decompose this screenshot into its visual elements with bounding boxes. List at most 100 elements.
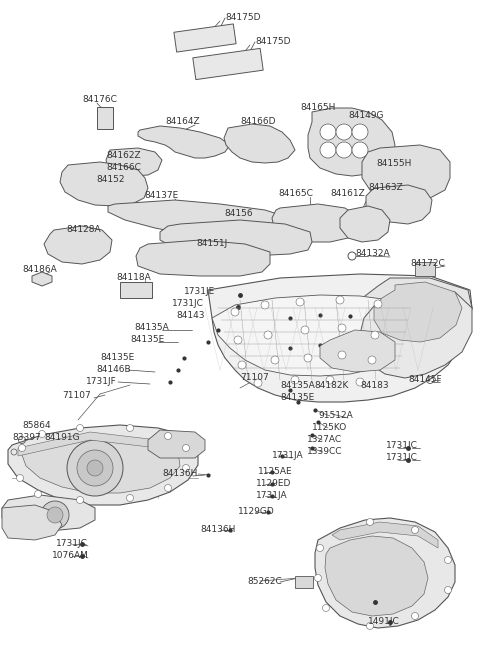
Text: 1731JE: 1731JE: [184, 288, 215, 297]
Circle shape: [356, 378, 364, 386]
Text: 1125AE: 1125AE: [258, 466, 293, 476]
Text: 1731JC: 1731JC: [386, 453, 418, 462]
Polygon shape: [8, 425, 198, 505]
Circle shape: [127, 495, 133, 502]
FancyBboxPatch shape: [193, 48, 263, 80]
Text: 84175D: 84175D: [225, 14, 261, 22]
Polygon shape: [106, 148, 162, 176]
Circle shape: [47, 507, 63, 523]
Text: 84164Z: 84164Z: [165, 117, 200, 126]
Circle shape: [41, 501, 69, 529]
Circle shape: [314, 574, 322, 582]
Text: 84166C: 84166C: [106, 162, 141, 172]
Circle shape: [87, 460, 103, 476]
Text: 84135A: 84135A: [134, 324, 169, 333]
Text: 1731JF: 1731JF: [86, 377, 117, 386]
Circle shape: [367, 519, 373, 525]
Text: 84136H: 84136H: [162, 468, 197, 477]
Text: 71107: 71107: [240, 373, 269, 381]
Circle shape: [165, 485, 171, 491]
Circle shape: [271, 356, 279, 364]
Text: 1076AM: 1076AM: [52, 550, 89, 559]
Circle shape: [35, 491, 41, 498]
Polygon shape: [32, 272, 52, 286]
Polygon shape: [208, 274, 472, 402]
Polygon shape: [2, 495, 95, 532]
Circle shape: [411, 612, 419, 620]
Text: 84146B: 84146B: [96, 364, 131, 373]
Circle shape: [352, 124, 368, 140]
Circle shape: [76, 424, 84, 432]
Circle shape: [38, 430, 46, 438]
Circle shape: [231, 308, 239, 316]
Circle shape: [291, 376, 299, 384]
Text: 84149G: 84149G: [348, 111, 384, 121]
Text: 1731JA: 1731JA: [272, 451, 304, 460]
Text: 84136H: 84136H: [200, 525, 235, 534]
Circle shape: [374, 300, 382, 308]
Circle shape: [367, 622, 373, 629]
Text: 84163Z: 84163Z: [368, 183, 403, 191]
Text: 85262C: 85262C: [247, 576, 282, 586]
Text: 83397: 83397: [12, 432, 41, 441]
Polygon shape: [308, 108, 395, 176]
Circle shape: [411, 527, 419, 534]
Text: 1731JA: 1731JA: [256, 491, 288, 500]
Circle shape: [127, 424, 133, 432]
Circle shape: [326, 376, 334, 384]
Text: 84135A: 84135A: [280, 381, 315, 390]
Circle shape: [304, 354, 312, 362]
Bar: [120, 282, 152, 298]
Polygon shape: [160, 220, 312, 256]
Polygon shape: [315, 518, 455, 628]
Polygon shape: [272, 204, 360, 242]
Polygon shape: [325, 536, 428, 616]
Circle shape: [67, 440, 123, 496]
Text: 84118A: 84118A: [116, 274, 151, 282]
Circle shape: [316, 544, 324, 552]
Text: 84166D: 84166D: [240, 117, 276, 126]
Text: 91512A: 91512A: [318, 411, 353, 419]
Circle shape: [165, 432, 171, 440]
Text: 84132A: 84132A: [355, 250, 390, 259]
Circle shape: [296, 298, 304, 306]
Polygon shape: [108, 200, 300, 240]
Circle shape: [336, 142, 352, 158]
Circle shape: [182, 464, 190, 472]
Text: 84135E: 84135E: [130, 335, 164, 345]
Circle shape: [76, 496, 84, 504]
Polygon shape: [374, 282, 462, 342]
Polygon shape: [18, 432, 185, 458]
Circle shape: [352, 142, 368, 158]
Polygon shape: [148, 430, 205, 458]
Polygon shape: [138, 126, 230, 158]
Bar: [295, 576, 313, 588]
Text: 84165C: 84165C: [278, 189, 313, 198]
Circle shape: [323, 605, 329, 612]
Circle shape: [261, 301, 269, 309]
Polygon shape: [44, 226, 112, 264]
Polygon shape: [332, 522, 438, 548]
Text: 1731JC: 1731JC: [56, 538, 88, 548]
Text: 1731JC: 1731JC: [172, 299, 204, 309]
Text: 84182K: 84182K: [314, 381, 348, 390]
Polygon shape: [366, 185, 432, 224]
Text: 1129ED: 1129ED: [256, 479, 291, 487]
Text: 84162Z: 84162Z: [106, 151, 141, 160]
Circle shape: [368, 356, 376, 364]
Text: 84151J: 84151J: [196, 238, 227, 248]
Circle shape: [320, 124, 336, 140]
Text: 84128A: 84128A: [66, 225, 101, 234]
Circle shape: [336, 296, 344, 304]
FancyBboxPatch shape: [97, 107, 113, 129]
Polygon shape: [212, 295, 420, 376]
Circle shape: [16, 474, 24, 481]
Text: 84161Z: 84161Z: [330, 189, 365, 198]
Text: 1125KO: 1125KO: [312, 422, 347, 432]
Polygon shape: [136, 240, 270, 276]
Circle shape: [338, 351, 346, 359]
Circle shape: [234, 336, 242, 344]
Polygon shape: [340, 206, 390, 242]
Polygon shape: [360, 290, 472, 378]
Circle shape: [264, 331, 272, 339]
